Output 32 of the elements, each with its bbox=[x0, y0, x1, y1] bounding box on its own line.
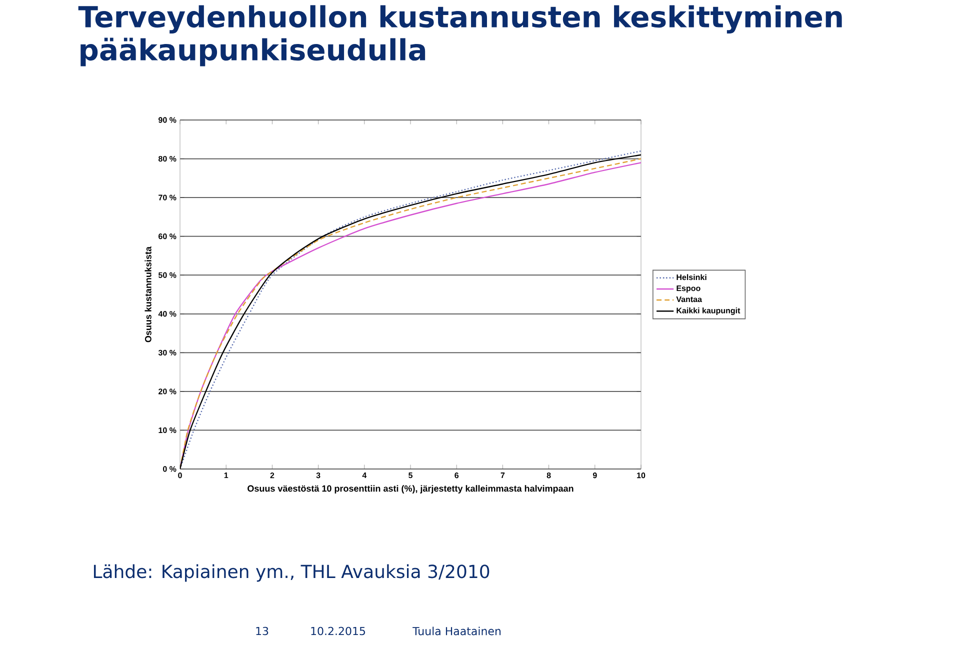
text: 10.2.2015 bbox=[311, 626, 366, 636]
x-tick-label: 2 bbox=[270, 472, 274, 478]
x-axis-title: Osuus väestöstä 10 prosenttiin asti (%), järjestetty kalleimmasta halvimpaan bbox=[248, 485, 574, 494]
x-tick-label: 1 bbox=[224, 472, 228, 478]
y-tick-label: 90 % bbox=[158, 117, 176, 123]
x-tick-label: 7 bbox=[500, 472, 505, 478]
y-tick-label: 50 % bbox=[158, 272, 176, 278]
y-tick-label: 30 % bbox=[158, 350, 176, 356]
x-tick-label: 5 bbox=[408, 472, 412, 478]
legend-label: Espoo bbox=[676, 285, 700, 293]
text: Lähde: Kapiainen ym., THL Avauksia 3/2010 bbox=[94, 564, 490, 582]
x-tick-label: 10 bbox=[637, 472, 646, 478]
x-tick-label: 6 bbox=[454, 472, 459, 478]
legend-label: Vantaa bbox=[676, 296, 702, 302]
x-tick-label: 8 bbox=[546, 472, 551, 478]
text: Tuula Haatainen bbox=[412, 626, 501, 636]
y-tick-label: 70 % bbox=[158, 194, 176, 200]
chart-title: Terveydenhuollon kustannusten keskittyminen pääkaupunkiseudulla bbox=[78, 5, 842, 66]
x-tick-label: 0 bbox=[178, 472, 182, 478]
y-tick-label: 40 % bbox=[158, 311, 176, 317]
y-tick-label: 10 % bbox=[158, 427, 176, 434]
y-tick-label: 0 % bbox=[163, 466, 176, 472]
legend-label: Helsinki bbox=[676, 274, 706, 280]
y-tick-label: 80 % bbox=[158, 156, 176, 162]
x-tick-label: 9 bbox=[592, 472, 597, 478]
legend-label: Kaikki kaupungit bbox=[676, 307, 740, 315]
text: 13 bbox=[256, 626, 268, 636]
y-tick-label: 20 % bbox=[158, 388, 176, 394]
x-tick-label: 3 bbox=[316, 472, 320, 478]
y-tick-label: 60 % bbox=[158, 234, 176, 240]
y-axis-title: Osuus kustannuksista bbox=[144, 246, 152, 342]
x-tick-label: 4 bbox=[362, 472, 367, 478]
